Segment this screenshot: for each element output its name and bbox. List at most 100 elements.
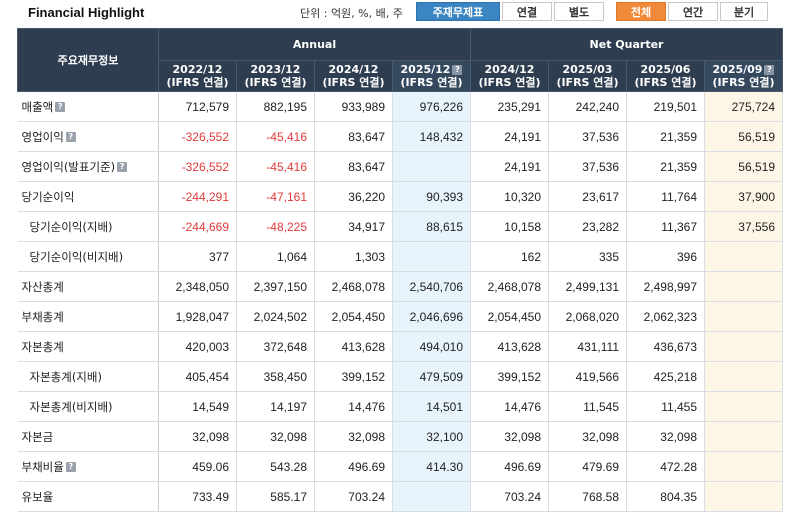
table-cell: 11,455 bbox=[626, 391, 705, 422]
table-cell: 32,098 bbox=[470, 421, 549, 452]
tab-consolidated[interactable]: 연결 bbox=[502, 2, 552, 21]
table-cell bbox=[392, 241, 471, 272]
table-cell: 11,545 bbox=[548, 391, 627, 422]
tab-annual[interactable]: 연간 bbox=[668, 2, 718, 21]
column-basis: (IFRS 연결) bbox=[556, 76, 619, 89]
help-icon[interactable]: ? bbox=[452, 65, 463, 75]
table-row: 영업이익(발표기준)? -326,552 -45,416 83,647 24,191 37… bbox=[17, 151, 783, 182]
table-row: 자본총계(비지배) 14,549 14,197 14,476 14,501 14,476 1… bbox=[17, 391, 783, 422]
tab-main-statements[interactable]: 주재무제표 bbox=[416, 2, 500, 21]
table-cell: 2,046,696 bbox=[392, 301, 471, 332]
table-cell: -244,291 bbox=[158, 181, 237, 212]
table-cell: 37,900 bbox=[704, 181, 783, 212]
table-cell: 242,240 bbox=[548, 91, 627, 122]
table-cell: 32,098 bbox=[314, 421, 393, 452]
row-label-cell: 부채비율? bbox=[17, 451, 159, 482]
table-row: 당기순이익(비지배) 377 1,064 1,303 162 335 396 bbox=[17, 241, 783, 272]
table-cell: 32,098 bbox=[236, 421, 315, 452]
table-cell: 2,068,020 bbox=[548, 301, 627, 332]
table-cell: 24,191 bbox=[470, 121, 549, 152]
table-cell: 372,648 bbox=[236, 331, 315, 362]
row-label: 매출액 bbox=[21, 99, 54, 114]
row-label-cell: 유보율 bbox=[17, 481, 159, 512]
table-cell: 2,348,050 bbox=[158, 271, 237, 302]
column-period: 2024/12 bbox=[328, 63, 379, 76]
table-cell: 479.69 bbox=[548, 451, 627, 482]
column-period: 2025/03 bbox=[562, 63, 613, 76]
table-cell: 14,476 bbox=[314, 391, 393, 422]
table-cell: 703.24 bbox=[314, 481, 393, 512]
table-cell: 2,468,078 bbox=[470, 271, 549, 302]
table-cell: 2,054,450 bbox=[470, 301, 549, 332]
table-cell: 56,519 bbox=[704, 121, 783, 152]
table-row: 당기순이익 -244,291 -47,161 36,220 90,393 10,320 23… bbox=[17, 181, 783, 212]
column-basis: (IFRS 연결) bbox=[322, 76, 385, 89]
row-label-cell: 자산총계 bbox=[17, 271, 159, 302]
help-icon[interactable]: ? bbox=[117, 162, 128, 172]
table-row: 자본총계 420,003 372,648 413,628 494,010 413,628 4… bbox=[17, 331, 783, 362]
table-row: 자본금 32,098 32,098 32,098 32,100 32,098 32,098 3… bbox=[17, 421, 783, 452]
table-cell: 703.24 bbox=[470, 481, 549, 512]
column-period: 2023/12 bbox=[250, 63, 301, 76]
column-period: 2022/12 bbox=[172, 63, 223, 76]
table-cell: 162 bbox=[470, 241, 549, 272]
table-cell: 2,054,450 bbox=[314, 301, 393, 332]
table-cell: 32,098 bbox=[626, 421, 705, 452]
row-label: 자본총계(비지배) bbox=[29, 399, 113, 414]
table-cell: 413,628 bbox=[314, 331, 393, 362]
table-cell: 23,617 bbox=[548, 181, 627, 212]
table-cell: 34,917 bbox=[314, 211, 393, 242]
table-cell: 14,501 bbox=[392, 391, 471, 422]
column-header: 2024/12 (IFRS 연결) bbox=[470, 60, 549, 92]
column-header: 2025/06 (IFRS 연결) bbox=[626, 60, 705, 92]
row-label-cell: 당기순이익(비지배) bbox=[17, 241, 159, 272]
table-cell: 148,432 bbox=[392, 121, 471, 152]
table-cell: 11,764 bbox=[626, 181, 705, 212]
table-cell: 358,450 bbox=[236, 361, 315, 392]
table-cell: 23,282 bbox=[548, 211, 627, 242]
row-label: 자본총계 bbox=[21, 339, 64, 354]
table-cell: 83,647 bbox=[314, 121, 393, 152]
table-cell: 21,359 bbox=[626, 151, 705, 182]
table-cell: 436,673 bbox=[626, 331, 705, 362]
table-cell: 733.49 bbox=[158, 481, 237, 512]
column-basis: (IFRS 연결) bbox=[166, 76, 229, 89]
table-cell bbox=[704, 361, 783, 392]
table-cell bbox=[704, 331, 783, 362]
row-label-cell: 영업이익? bbox=[17, 121, 159, 152]
table-cell: -326,552 bbox=[158, 121, 237, 152]
table-cell: 459.06 bbox=[158, 451, 237, 482]
tab-all[interactable]: 전체 bbox=[616, 2, 666, 21]
tab-separate[interactable]: 별도 bbox=[554, 2, 604, 21]
help-icon[interactable]: ? bbox=[764, 65, 775, 75]
column-header: 2025/03 (IFRS 연결) bbox=[548, 60, 627, 92]
table-cell: 420,003 bbox=[158, 331, 237, 362]
table-cell bbox=[704, 241, 783, 272]
table-cell: 56,519 bbox=[704, 151, 783, 182]
row-label-cell: 자본총계(지배) bbox=[17, 361, 159, 392]
help-icon[interactable]: ? bbox=[65, 462, 76, 472]
table-cell: 496.69 bbox=[470, 451, 549, 482]
table-cell: 1,303 bbox=[314, 241, 393, 272]
row-label-cell: 영업이익(발표기준)? bbox=[17, 151, 159, 182]
table-row: 매출액? 712,579 882,195 933,989 976,226 235,291 2… bbox=[17, 91, 783, 122]
table-cell: -326,552 bbox=[158, 151, 237, 182]
help-icon[interactable]: ? bbox=[55, 102, 66, 112]
row-label-cell: 당기순이익 bbox=[17, 181, 159, 212]
table-cell: 235,291 bbox=[470, 91, 549, 122]
tab-quarterly[interactable]: 분기 bbox=[720, 2, 768, 21]
row-label: 당기순이익 bbox=[21, 189, 75, 204]
help-icon[interactable]: ? bbox=[65, 132, 76, 142]
table-cell: -48,225 bbox=[236, 211, 315, 242]
quarter-group-header: Net Quarter bbox=[470, 28, 783, 61]
table-cell: 431,111 bbox=[548, 331, 627, 362]
table-cell: -45,416 bbox=[236, 151, 315, 182]
table-cell: 1,064 bbox=[236, 241, 315, 272]
table-cell: 585.17 bbox=[236, 481, 315, 512]
column-header: 2024/12 (IFRS 연결) bbox=[314, 60, 393, 92]
table-cell bbox=[704, 391, 783, 422]
table-cell: 413,628 bbox=[470, 331, 549, 362]
topbar: Financial Highlight 단위 : 억원, %, 배, 주 주재무… bbox=[0, 0, 805, 26]
table-cell: 24,191 bbox=[470, 151, 549, 182]
table-row: 영업이익? -326,552 -45,416 83,647 148,432 24,191 3… bbox=[17, 121, 783, 152]
